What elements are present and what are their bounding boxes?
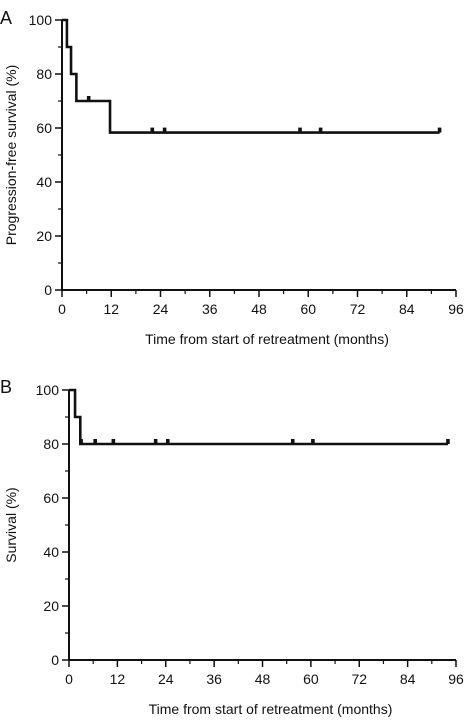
censor-mark bbox=[86, 96, 91, 101]
x-tick-label: 48 bbox=[255, 671, 271, 687]
x-tick-label: 36 bbox=[202, 301, 218, 317]
x-axis-title: Time from start of retreatment (months) bbox=[149, 701, 393, 717]
y-tick-label: 100 bbox=[36, 382, 60, 398]
x-tick-label: 24 bbox=[158, 671, 174, 687]
x-tick-label: 96 bbox=[448, 301, 464, 317]
censor-mark bbox=[446, 439, 450, 444]
censor-mark bbox=[111, 439, 116, 444]
x-axis-title: Time from start of retreatment (months) bbox=[145, 331, 389, 347]
censor-mark bbox=[165, 439, 170, 444]
survival-step-line bbox=[69, 388, 448, 446]
y-tick-label: 80 bbox=[36, 66, 52, 82]
y-axis-title: Survival (%) bbox=[3, 487, 19, 562]
x-tick-label: 96 bbox=[448, 671, 464, 687]
y-tick-label: 60 bbox=[43, 490, 59, 506]
y-tick-label: 0 bbox=[51, 652, 59, 668]
y-tick-label: 40 bbox=[36, 174, 52, 190]
y-tick-label: 80 bbox=[43, 436, 59, 452]
y-tick-label: 20 bbox=[43, 598, 59, 614]
censor-mark bbox=[153, 439, 158, 444]
censor-mark bbox=[79, 439, 83, 444]
chart-panel-a: A 0 12 24 36 48 60 72 84 96 0 20 40 60 80 100 Time from … bbox=[0, 8, 464, 347]
x-tick-label: 84 bbox=[399, 301, 415, 317]
x-tick-label: 24 bbox=[153, 301, 169, 317]
censor-mark bbox=[162, 127, 167, 133]
x-tick-label: 12 bbox=[110, 671, 126, 687]
x-tick-label: 0 bbox=[65, 671, 73, 687]
y-tick-label: 60 bbox=[36, 120, 52, 136]
censor-mark bbox=[93, 439, 98, 444]
survival-step-line bbox=[62, 18, 440, 134]
chart-panel-b: B 0 12 24 36 48 60 72 84 96 0 20 40 60 80 100 Time from … bbox=[0, 377, 464, 717]
x-tick-label: 60 bbox=[303, 671, 319, 687]
x-tick-label: 84 bbox=[400, 671, 416, 687]
y-tick-label: 100 bbox=[29, 12, 53, 28]
y-axis-title: Progression-free survival (%) bbox=[3, 65, 19, 246]
x-tick-label: 12 bbox=[103, 301, 119, 317]
x-tick-label: 48 bbox=[251, 301, 267, 317]
x-tick-label: 0 bbox=[58, 301, 66, 317]
x-tick-label: 72 bbox=[350, 301, 366, 317]
censor-mark bbox=[298, 127, 302, 133]
x-tick-label: 72 bbox=[351, 671, 367, 687]
censor-mark bbox=[318, 127, 323, 133]
y-tick-label: 20 bbox=[36, 228, 52, 244]
x-tick-label: 36 bbox=[206, 671, 222, 687]
censor-mark bbox=[150, 127, 155, 133]
panel-label: B bbox=[0, 377, 12, 397]
y-tick-label: 40 bbox=[43, 544, 59, 560]
censor-mark bbox=[437, 127, 442, 133]
censor-mark bbox=[311, 439, 315, 444]
panel-label: A bbox=[0, 8, 12, 28]
censor-mark bbox=[290, 439, 295, 444]
x-tick-label: 60 bbox=[300, 301, 316, 317]
y-tick-label: 0 bbox=[44, 282, 52, 298]
